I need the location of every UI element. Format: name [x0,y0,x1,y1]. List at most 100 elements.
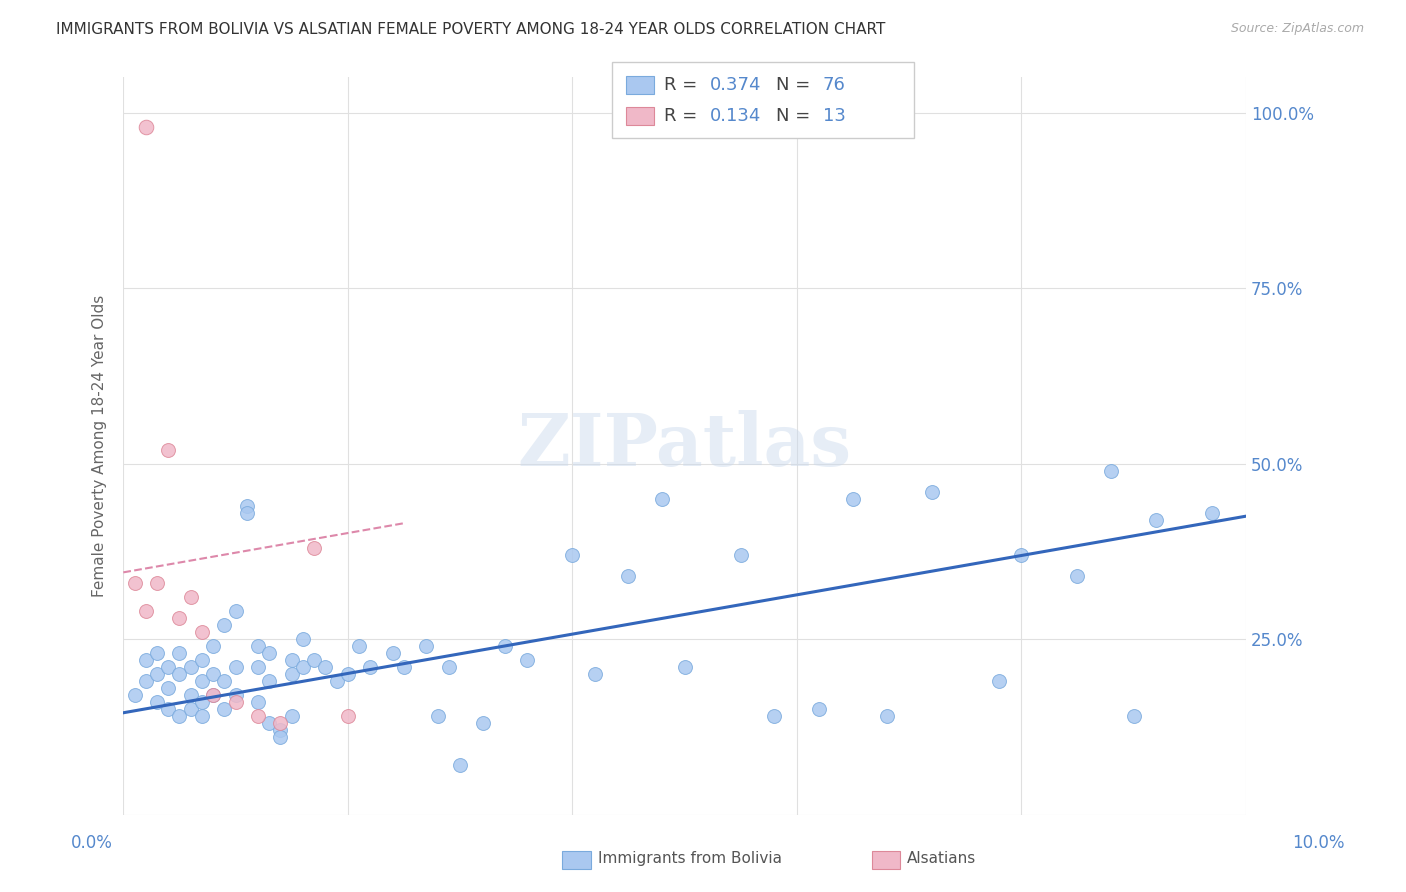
Point [214,674,236,689]
Text: R =: R = [664,107,703,125]
Point [471,716,494,731]
Point [157,702,180,716]
Point [135,604,157,618]
Point [987,674,1010,689]
Point [1010,548,1032,562]
Point [191,674,214,689]
Point [146,667,169,681]
Point [225,604,247,618]
Point [191,625,214,640]
Point [437,660,460,674]
Text: 10.0%: 10.0% [1292,834,1346,852]
Text: Source: ZipAtlas.com: Source: ZipAtlas.com [1230,22,1364,36]
Point [214,618,236,632]
Point [157,660,180,674]
Point [561,548,583,562]
Text: 76: 76 [823,76,845,94]
Point [291,660,314,674]
Point [180,660,202,674]
Point [146,695,169,709]
Text: N =: N = [776,76,815,94]
Point [617,569,640,583]
Point [1144,513,1167,527]
Point [302,541,325,555]
Point [291,632,314,646]
Point [225,695,247,709]
Point [1099,464,1122,478]
Point [124,575,146,590]
Point [449,758,471,772]
Point [146,575,169,590]
Text: 0.0%: 0.0% [70,834,112,852]
Text: IMMIGRANTS FROM BOLIVIA VS ALSATIAN FEMALE POVERTY AMONG 18-24 YEAR OLDS CORRELA: IMMIGRANTS FROM BOLIVIA VS ALSATIAN FEMA… [56,22,886,37]
Point [247,695,270,709]
Point [269,731,291,745]
Point [169,709,191,723]
Point [359,660,381,674]
Point [269,716,291,731]
Point [180,702,202,716]
Point [921,484,943,499]
Text: R =: R = [664,76,703,94]
Text: Immigrants from Bolivia: Immigrants from Bolivia [598,851,782,865]
Point [180,688,202,702]
Point [730,548,752,562]
Point [673,660,696,674]
Point [191,653,214,667]
Point [494,639,516,653]
Point [1201,506,1223,520]
Point [236,506,259,520]
Point [280,667,302,681]
Point [247,660,270,674]
Point [214,702,236,716]
Point [415,639,437,653]
Point [180,590,202,604]
Point [169,667,191,681]
Text: N =: N = [776,107,815,125]
Y-axis label: Female Poverty Among 18-24 Year Olds: Female Poverty Among 18-24 Year Olds [93,295,107,597]
Point [157,442,180,457]
Point [247,639,270,653]
Point [169,611,191,625]
Point [336,667,359,681]
Point [280,709,302,723]
Point [157,681,180,696]
Point [808,702,831,716]
Point [202,639,225,653]
Point [302,653,325,667]
Point [347,639,370,653]
Point [135,653,157,667]
Point [169,646,191,660]
Point [236,499,259,513]
Point [381,646,404,660]
Point [651,491,673,506]
Point [842,491,865,506]
Point [325,674,347,689]
Point [257,646,280,660]
Point [583,667,606,681]
Point [124,688,146,702]
Point [225,688,247,702]
Point [280,653,302,667]
Point [763,709,786,723]
Point [225,660,247,674]
Point [135,120,157,134]
Point [336,709,359,723]
Text: 13: 13 [823,107,845,125]
Point [202,688,225,702]
Point [135,674,157,689]
Point [426,709,449,723]
Point [516,653,538,667]
Point [257,674,280,689]
Point [257,716,280,731]
Point [1122,709,1144,723]
Point [191,709,214,723]
Point [876,709,898,723]
Text: 0.134: 0.134 [710,107,762,125]
Point [392,660,415,674]
Point [146,646,169,660]
Point [1066,569,1088,583]
Point [314,660,336,674]
Text: Alsatians: Alsatians [907,851,976,865]
Point [191,695,214,709]
